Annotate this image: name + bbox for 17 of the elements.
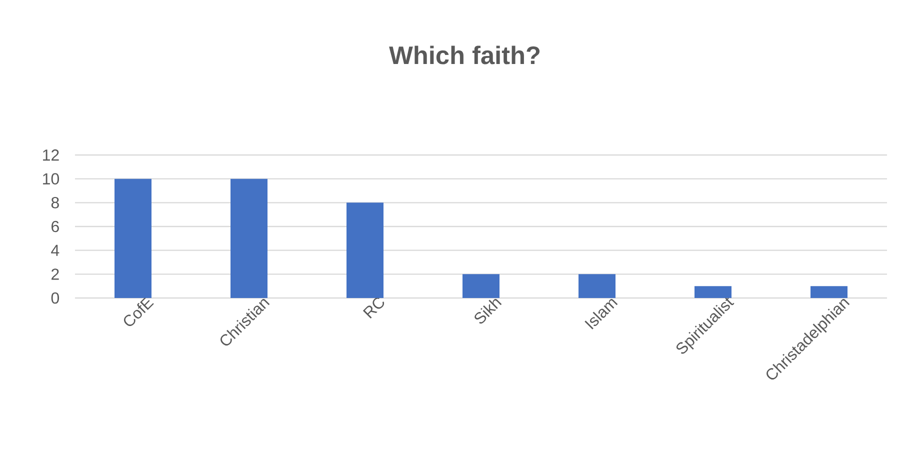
- y-tick-label: 12: [43, 149, 59, 161]
- bar: [578, 274, 616, 298]
- chart-title: Which faith?: [389, 46, 540, 64]
- bar: [114, 178, 152, 298]
- y-tick-label: 6: [52, 220, 59, 232]
- y-tick-label: 8: [51, 197, 59, 208]
- bar: [810, 286, 848, 298]
- y-tick-label: 2: [52, 268, 59, 280]
- y-tick-label: 4: [51, 244, 60, 256]
- bar: [346, 202, 384, 298]
- y-tick-label: 0: [51, 292, 60, 304]
- bar: [462, 274, 500, 298]
- y-tick-label: 10: [43, 173, 60, 184]
- bar: [230, 178, 268, 298]
- bar: [694, 286, 732, 298]
- x-tick-label: RC: [362, 297, 384, 319]
- x-tick-label: Sikh: [474, 299, 502, 324]
